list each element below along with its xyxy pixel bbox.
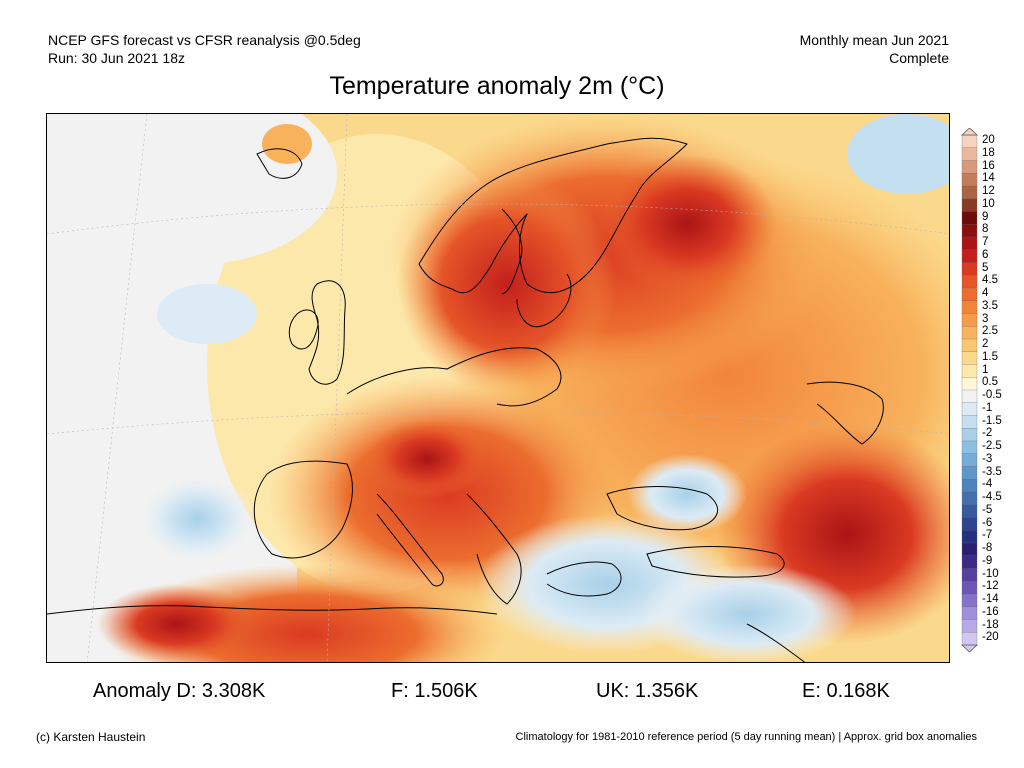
colorbar-tick-label: -7 [982, 529, 993, 542]
colorbar-cell [961, 593, 978, 608]
colorbar-cell [961, 364, 978, 378]
colorbar-cell [961, 134, 978, 149]
colorbar-tick-label: -3.5 [982, 465, 1002, 478]
colorbar-tick-label: 12 [982, 185, 995, 197]
colorbar-tick-label: 6 [982, 248, 989, 261]
climatology-note: Climatology for 1981-2010 reference peri… [515, 731, 977, 743]
colorbar-min-arrow [961, 644, 978, 652]
colorbar-tick-label: 2.5 [982, 325, 998, 338]
map-title: Temperature anomaly 2m (°C) [329, 72, 665, 100]
run-time: Run: 30 Jun 2021 18z [48, 50, 185, 66]
colorbar-tick-label: 20 [982, 134, 995, 146]
colorbar-tick-label: -18 [982, 618, 999, 631]
anomaly-uk: UK: 1.356K [596, 680, 699, 702]
colorbar-cell [961, 326, 978, 340]
colorbar-cell [961, 555, 978, 569]
colorbar-tick-label: 1 [982, 363, 989, 376]
colorbar-cell [961, 517, 978, 531]
colorbar-tick-label: 4.5 [982, 274, 998, 287]
colorbar-tick-label: 4 [982, 287, 989, 299]
colorbar-cell [961, 185, 978, 200]
colorbar-cell [961, 389, 978, 404]
period-label: Monthly mean Jun 2021 [799, 32, 949, 48]
colorbar-tick-label: -1 [982, 401, 993, 414]
colorbar-cell [961, 275, 978, 289]
colorbar-cell [961, 402, 978, 416]
colorbar-cell [961, 338, 978, 353]
colorbar-tick-label: -14 [982, 593, 999, 605]
colorbar-cell [961, 198, 978, 212]
colorbar-tick-label: -8 [982, 542, 993, 554]
colorbar-cell [961, 262, 978, 276]
colorbar-tick-label: 16 [982, 159, 995, 172]
colorbar-cell [961, 351, 978, 365]
colorbar-cell [961, 466, 978, 480]
author-credit: (c) Karsten Haustein [36, 730, 146, 744]
colorbar-cell [961, 568, 978, 582]
colorbar-cell [961, 313, 978, 327]
colorbar-cell [961, 249, 978, 263]
colorbar-tick-label: 1.5 [982, 350, 998, 363]
colorbar-tick-label: 14 [982, 172, 995, 185]
color-scale [961, 128, 978, 652]
anomaly-europe: E: 0.168K [802, 680, 890, 702]
colorbar-cell [961, 224, 978, 238]
colorbar-tick-label: 3.5 [982, 299, 998, 312]
colorbar-tick-label: -4 [982, 478, 993, 491]
colorbar-tick-label: -0.5 [982, 389, 1002, 401]
colorbar-cell [961, 300, 978, 314]
map-canvas [47, 114, 949, 662]
colorbar-cell [961, 491, 978, 506]
run-info: NCEP GFS forecast vs CFSR reanalysis @0.… [48, 31, 361, 67]
colorbar-tick-label: -5 [982, 503, 993, 516]
colorbar-tick-label: -2.5 [982, 440, 1002, 452]
colorbar-tick-label: 18 [982, 146, 995, 159]
colorbar-tick-label: 9 [982, 210, 989, 223]
colorbar-tick-label: -4.5 [982, 491, 1002, 503]
colorbar-cell [961, 428, 978, 442]
colorbar-cell [961, 287, 978, 302]
period-info: Monthly mean Jun 2021 Complete [800, 31, 949, 67]
colorbar-cell [961, 453, 978, 467]
colorbar-max-arrow [961, 128, 978, 136]
colorbar-tick-label: -9 [982, 554, 993, 567]
colorbar-cell [961, 581, 978, 595]
colorbar-cell [961, 479, 978, 493]
colorbar-tick-label: 8 [982, 223, 989, 236]
colorbar-cell [961, 415, 978, 429]
colorbar-cell [961, 606, 978, 620]
colorbar-cell [961, 530, 978, 544]
colorbar-tick-label: -2 [982, 427, 993, 440]
colorbar-tick-label: 2 [982, 338, 989, 350]
anomaly-map [46, 113, 950, 663]
model-description: NCEP GFS forecast vs CFSR reanalysis @0.… [48, 32, 361, 48]
colorbar-tick-label: -10 [982, 567, 999, 580]
colorbar-cell [961, 632, 978, 646]
colorbar-tick-label: -16 [982, 605, 999, 618]
colorbar-cell [961, 542, 978, 557]
colorbar-tick-label: -1.5 [982, 414, 1002, 427]
colorbar-tick-label: 3 [982, 312, 989, 325]
colorbar-tick-label: -20 [982, 631, 999, 644]
colorbar-cell [961, 160, 978, 174]
colorbar-cell [961, 440, 978, 455]
colorbar-cell [961, 504, 978, 518]
colorbar-cell [961, 211, 978, 225]
colorbar-cell [961, 236, 978, 251]
colorbar-cell [961, 173, 978, 187]
completeness-label: Complete [889, 50, 949, 66]
colorbar-cell [961, 377, 978, 391]
colorbar-tick-label: -12 [982, 580, 999, 593]
colorbar-tick-label: 7 [982, 236, 989, 248]
colorbar-tick-label: 5 [982, 261, 989, 274]
anomaly-france: F: 1.506K [391, 680, 478, 702]
colorbar-tick-label: -6 [982, 516, 993, 529]
anomaly-germany: Anomaly D: 3.308K [93, 680, 266, 702]
colorbar-tick-label: -3 [982, 452, 993, 465]
colorbar-cell [961, 147, 978, 161]
colorbar-tick-label: 0.5 [982, 376, 998, 389]
colorbar-tick-label: 10 [982, 197, 995, 210]
colorbar-cell [961, 619, 978, 633]
